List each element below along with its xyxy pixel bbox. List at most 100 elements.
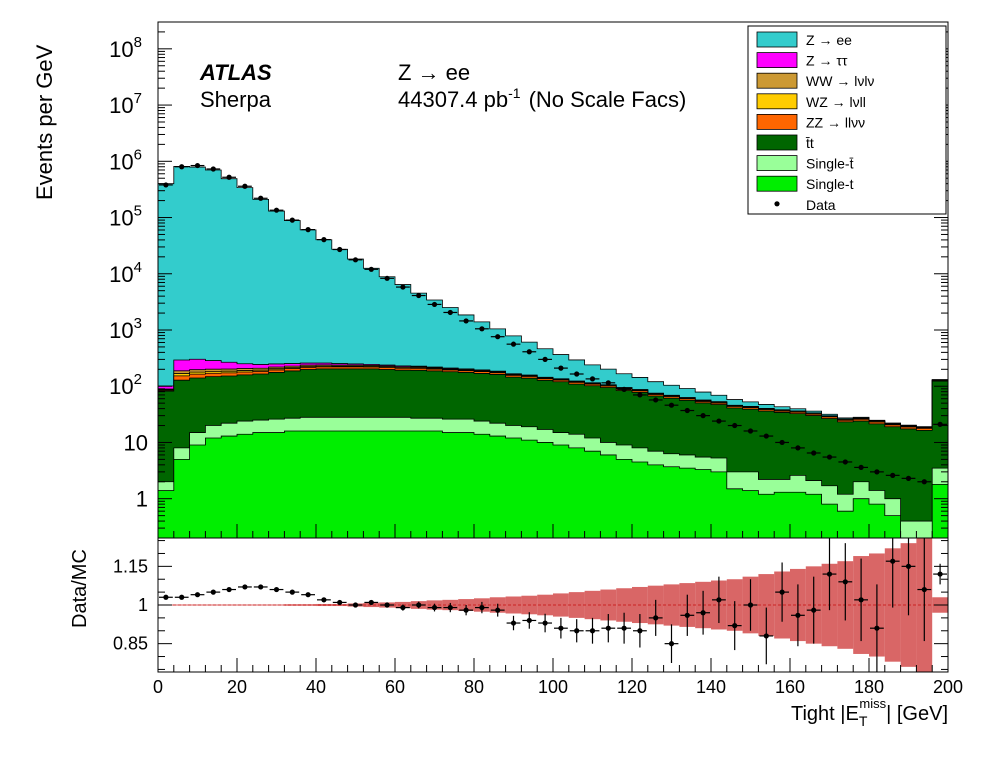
process-label: Z → ee (398, 60, 470, 85)
data-point (384, 275, 390, 281)
legend-swatch (756, 155, 798, 172)
legend-label: ZZ → llνν (806, 114, 865, 130)
legend-swatch (756, 175, 798, 192)
ratio-point (368, 599, 374, 606)
y-tick-label-exp: 2 (134, 371, 142, 388)
data-point (242, 183, 248, 189)
data-point (479, 326, 485, 332)
data-point (795, 445, 801, 451)
ratio-point (890, 558, 896, 564)
ratio-point (858, 597, 864, 603)
legend-label: WZ → lνll (806, 94, 866, 110)
data-point (558, 365, 564, 371)
legend-label-data: Data (806, 197, 836, 213)
y-tick-label-exp: 3 (134, 315, 142, 332)
data-point (668, 402, 675, 408)
ratio-point (811, 607, 817, 613)
data-point (605, 380, 611, 386)
lumi-exponent: -1 (508, 85, 521, 101)
x-tick-label: 160 (775, 677, 805, 697)
data-point (194, 162, 201, 169)
data-point (431, 301, 438, 308)
ratio-point (558, 625, 564, 631)
ratio-point (747, 602, 754, 608)
ratio-point (179, 594, 185, 600)
data-point (653, 397, 659, 403)
data-point (495, 334, 501, 340)
data-point (589, 376, 596, 382)
y-tick-label-base: 10 (124, 430, 148, 455)
data-point (684, 407, 690, 414)
y-tick-label: 107 (109, 90, 142, 118)
x-axis-title-sup: miss (859, 696, 886, 711)
y-tick-label-exp: 6 (134, 146, 142, 163)
data-point (842, 459, 848, 465)
data-point (447, 309, 453, 316)
y-tick-label-base: 10 (109, 262, 133, 287)
ratio-point (542, 620, 548, 626)
y-tick-label-base: 10 (109, 374, 133, 399)
ratio-point (842, 579, 848, 585)
data-point (305, 227, 311, 233)
ratio-point (321, 597, 327, 603)
ratio-point (574, 628, 580, 634)
data-point (163, 182, 169, 188)
data-point (921, 479, 927, 485)
y-tick-label-exp: 8 (134, 34, 142, 51)
legend-swatch (756, 93, 798, 110)
x-tick-label: 100 (538, 677, 568, 697)
data-point (226, 174, 232, 180)
x-tick-label: 60 (385, 677, 405, 697)
ratio-y-tick-label: 1 (138, 595, 148, 615)
legend-label: Z → ee (806, 32, 852, 48)
x-tick-label: 0 (153, 677, 163, 697)
y-tick-label-base: 10 (109, 206, 133, 231)
lumi-note: (No Scale Facs) (529, 87, 687, 112)
data-point (400, 284, 406, 290)
ratio-point (194, 592, 201, 598)
histogram-0 (157, 430, 949, 539)
ratio-point (526, 617, 532, 624)
uncertainty-bin (268, 604, 285, 606)
ratio-point (305, 592, 311, 598)
x-axis-title: Tight |ETmiss| [GeV] (791, 696, 948, 729)
uncertainty-bin (584, 590, 601, 620)
uncertainty-bin (568, 592, 585, 618)
ratio-point (763, 633, 769, 639)
ratio-point (653, 615, 659, 621)
ratio-point (795, 612, 801, 618)
ratio-point (621, 625, 627, 631)
data-point (463, 318, 469, 324)
legend-label: Z → ττ (806, 53, 848, 69)
legend-swatch (756, 72, 798, 89)
legend-label: Single-t̄ (806, 156, 854, 172)
legend-swatch (756, 52, 798, 68)
legend-swatch (756, 31, 798, 48)
data-point (542, 356, 548, 362)
ratio-point (289, 589, 295, 595)
ratio-point (352, 602, 359, 608)
x-axis-title-sub: T (859, 713, 868, 729)
ratio-point (384, 602, 390, 608)
data-point (210, 166, 216, 172)
data-point (826, 454, 833, 460)
ratio-y-axis-title: Data/MC (69, 549, 91, 628)
ratio-point (874, 625, 880, 631)
stacked-histograms (157, 166, 949, 539)
ratio-point (716, 597, 722, 603)
x-axis-title-main: Tight |E (791, 703, 859, 725)
ratio-point (242, 584, 248, 590)
y-axis-title: Events per GeV (32, 44, 57, 200)
data-point (416, 292, 422, 299)
data-point (352, 257, 359, 263)
x-tick-label: 40 (306, 677, 326, 697)
ratio-point (273, 586, 280, 593)
ratio-point (163, 594, 169, 600)
data-point (526, 349, 532, 355)
y-tick-label: 1 (136, 487, 148, 512)
data-point (732, 422, 738, 429)
data-point (179, 164, 185, 170)
ratio-y-axis-ticks: 0.85 1 1.15 (113, 540, 948, 670)
